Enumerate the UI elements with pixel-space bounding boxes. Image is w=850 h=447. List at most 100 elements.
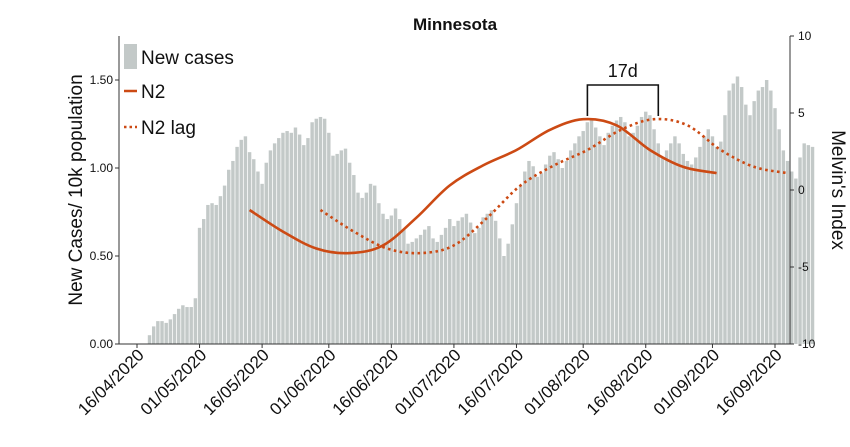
new-cases-bar <box>573 143 577 344</box>
new-cases-bar <box>481 217 485 344</box>
x-tick-label: 16/08/2020 <box>583 345 657 419</box>
right-ticks: -10 -5 0 5 10 <box>790 29 816 351</box>
new-cases-bar <box>256 171 260 344</box>
new-cases-bar <box>598 136 602 344</box>
legend-label-new-cases: New cases <box>141 48 234 69</box>
new-cases-bar <box>210 203 214 344</box>
x-tick-label: 16/06/2020 <box>329 345 403 419</box>
new-cases-bar <box>485 213 489 344</box>
new-cases-bar <box>723 115 727 344</box>
x-ticks: 16/04/202001/05/202016/05/202001/06/2020… <box>74 344 786 419</box>
line-series <box>248 117 788 255</box>
new-cases-bar <box>489 210 494 344</box>
new-cases-bar <box>176 308 181 344</box>
new-cases-bar <box>343 148 348 344</box>
new-cases-bar <box>243 136 248 344</box>
new-cases-bar <box>293 127 298 345</box>
new-cases-bar <box>535 176 540 344</box>
new-cases-bar <box>360 197 364 344</box>
lag-bracket <box>586 84 660 116</box>
new-cases-bar <box>364 192 369 344</box>
new-cases-bar <box>735 76 740 344</box>
new-cases-bar <box>464 213 469 344</box>
new-cases-bar <box>764 80 769 344</box>
new-cases-bar <box>331 155 335 344</box>
new-cases-bar <box>527 160 531 344</box>
new-cases-bar <box>673 136 677 344</box>
new-cases-bar <box>189 307 193 344</box>
new-cases-bar <box>202 219 206 344</box>
legend-swatch-new-cases <box>124 44 137 69</box>
new-cases-bar <box>448 219 452 344</box>
new-cases-bar <box>802 143 806 344</box>
new-cases-bar <box>789 171 794 344</box>
new-cases-bar <box>710 136 715 344</box>
new-cases-bar <box>539 173 544 344</box>
new-cases-bar <box>289 132 293 344</box>
new-cases-bar <box>214 204 218 344</box>
new-cases-bar <box>769 90 773 344</box>
right-tick-label: 0 <box>798 183 805 197</box>
new-cases-bar <box>306 138 310 344</box>
new-cases-bar <box>752 101 756 345</box>
new-cases-bar <box>452 226 456 344</box>
new-cases-bar <box>502 256 506 344</box>
x-tick-label: 01/09/2020 <box>650 345 724 419</box>
n2-line <box>248 117 717 255</box>
new-cases-bar <box>160 321 164 344</box>
new-cases-bar <box>435 241 439 344</box>
new-cases-bar <box>614 120 619 344</box>
new-cases-bar <box>423 229 427 344</box>
new-cases-bar <box>197 227 202 344</box>
new-cases-bar <box>606 132 610 344</box>
bar-series <box>147 76 815 345</box>
new-cases-bar <box>777 129 781 344</box>
new-cases-bar <box>218 196 223 344</box>
x-tick-label: 01/07/2020 <box>391 345 465 419</box>
new-cases-bar <box>635 125 640 344</box>
new-cases-bar <box>702 136 706 344</box>
new-cases-bar <box>694 157 698 344</box>
new-cases-bar <box>581 131 585 344</box>
new-cases-bar <box>310 122 314 345</box>
new-cases-bar <box>231 160 235 344</box>
new-cases-bar <box>456 220 460 344</box>
new-cases-bar <box>744 104 748 344</box>
new-cases-bar <box>506 243 510 344</box>
new-cases-bar <box>427 226 431 344</box>
new-cases-bar <box>406 243 410 344</box>
new-cases-bar <box>477 227 481 344</box>
new-cases-bar <box>623 122 627 345</box>
new-cases-bar <box>410 241 414 344</box>
new-cases-bar <box>518 185 523 344</box>
new-cases-bar <box>335 153 339 344</box>
new-cases-bar <box>639 116 644 345</box>
new-cases-bar <box>297 134 302 344</box>
x-tick-label: 16/05/2020 <box>199 345 273 419</box>
new-cases-bar <box>147 335 152 344</box>
new-cases-bar <box>356 192 360 344</box>
new-cases-bar <box>719 141 723 344</box>
new-cases-bar <box>585 122 590 345</box>
new-cases-bar <box>493 220 498 344</box>
new-cases-bar <box>714 146 719 344</box>
new-cases-bar <box>652 129 656 344</box>
new-cases-bar <box>235 146 239 344</box>
new-cases-bar <box>352 175 356 344</box>
new-cases-bar <box>552 152 556 344</box>
left-tick-label: 0.50 <box>90 249 114 263</box>
new-cases-bar <box>372 185 377 344</box>
new-cases-bar <box>706 129 710 344</box>
y-axis-label: New Cases/ 10k population <box>66 74 87 305</box>
x-tick-label: 16/09/2020 <box>712 345 786 419</box>
new-cases-bar <box>664 150 669 344</box>
new-cases-bar <box>402 229 406 344</box>
left-ticks: 0.00 0.50 1.00 1.50 <box>90 73 119 351</box>
new-cases-bar <box>460 217 464 344</box>
new-cases-bar <box>798 157 802 344</box>
new-cases-bar <box>247 152 252 344</box>
new-cases-bar <box>277 138 281 344</box>
new-cases-bar <box>443 227 448 344</box>
new-cases-bar <box>252 159 256 344</box>
new-cases-bar <box>377 203 381 344</box>
